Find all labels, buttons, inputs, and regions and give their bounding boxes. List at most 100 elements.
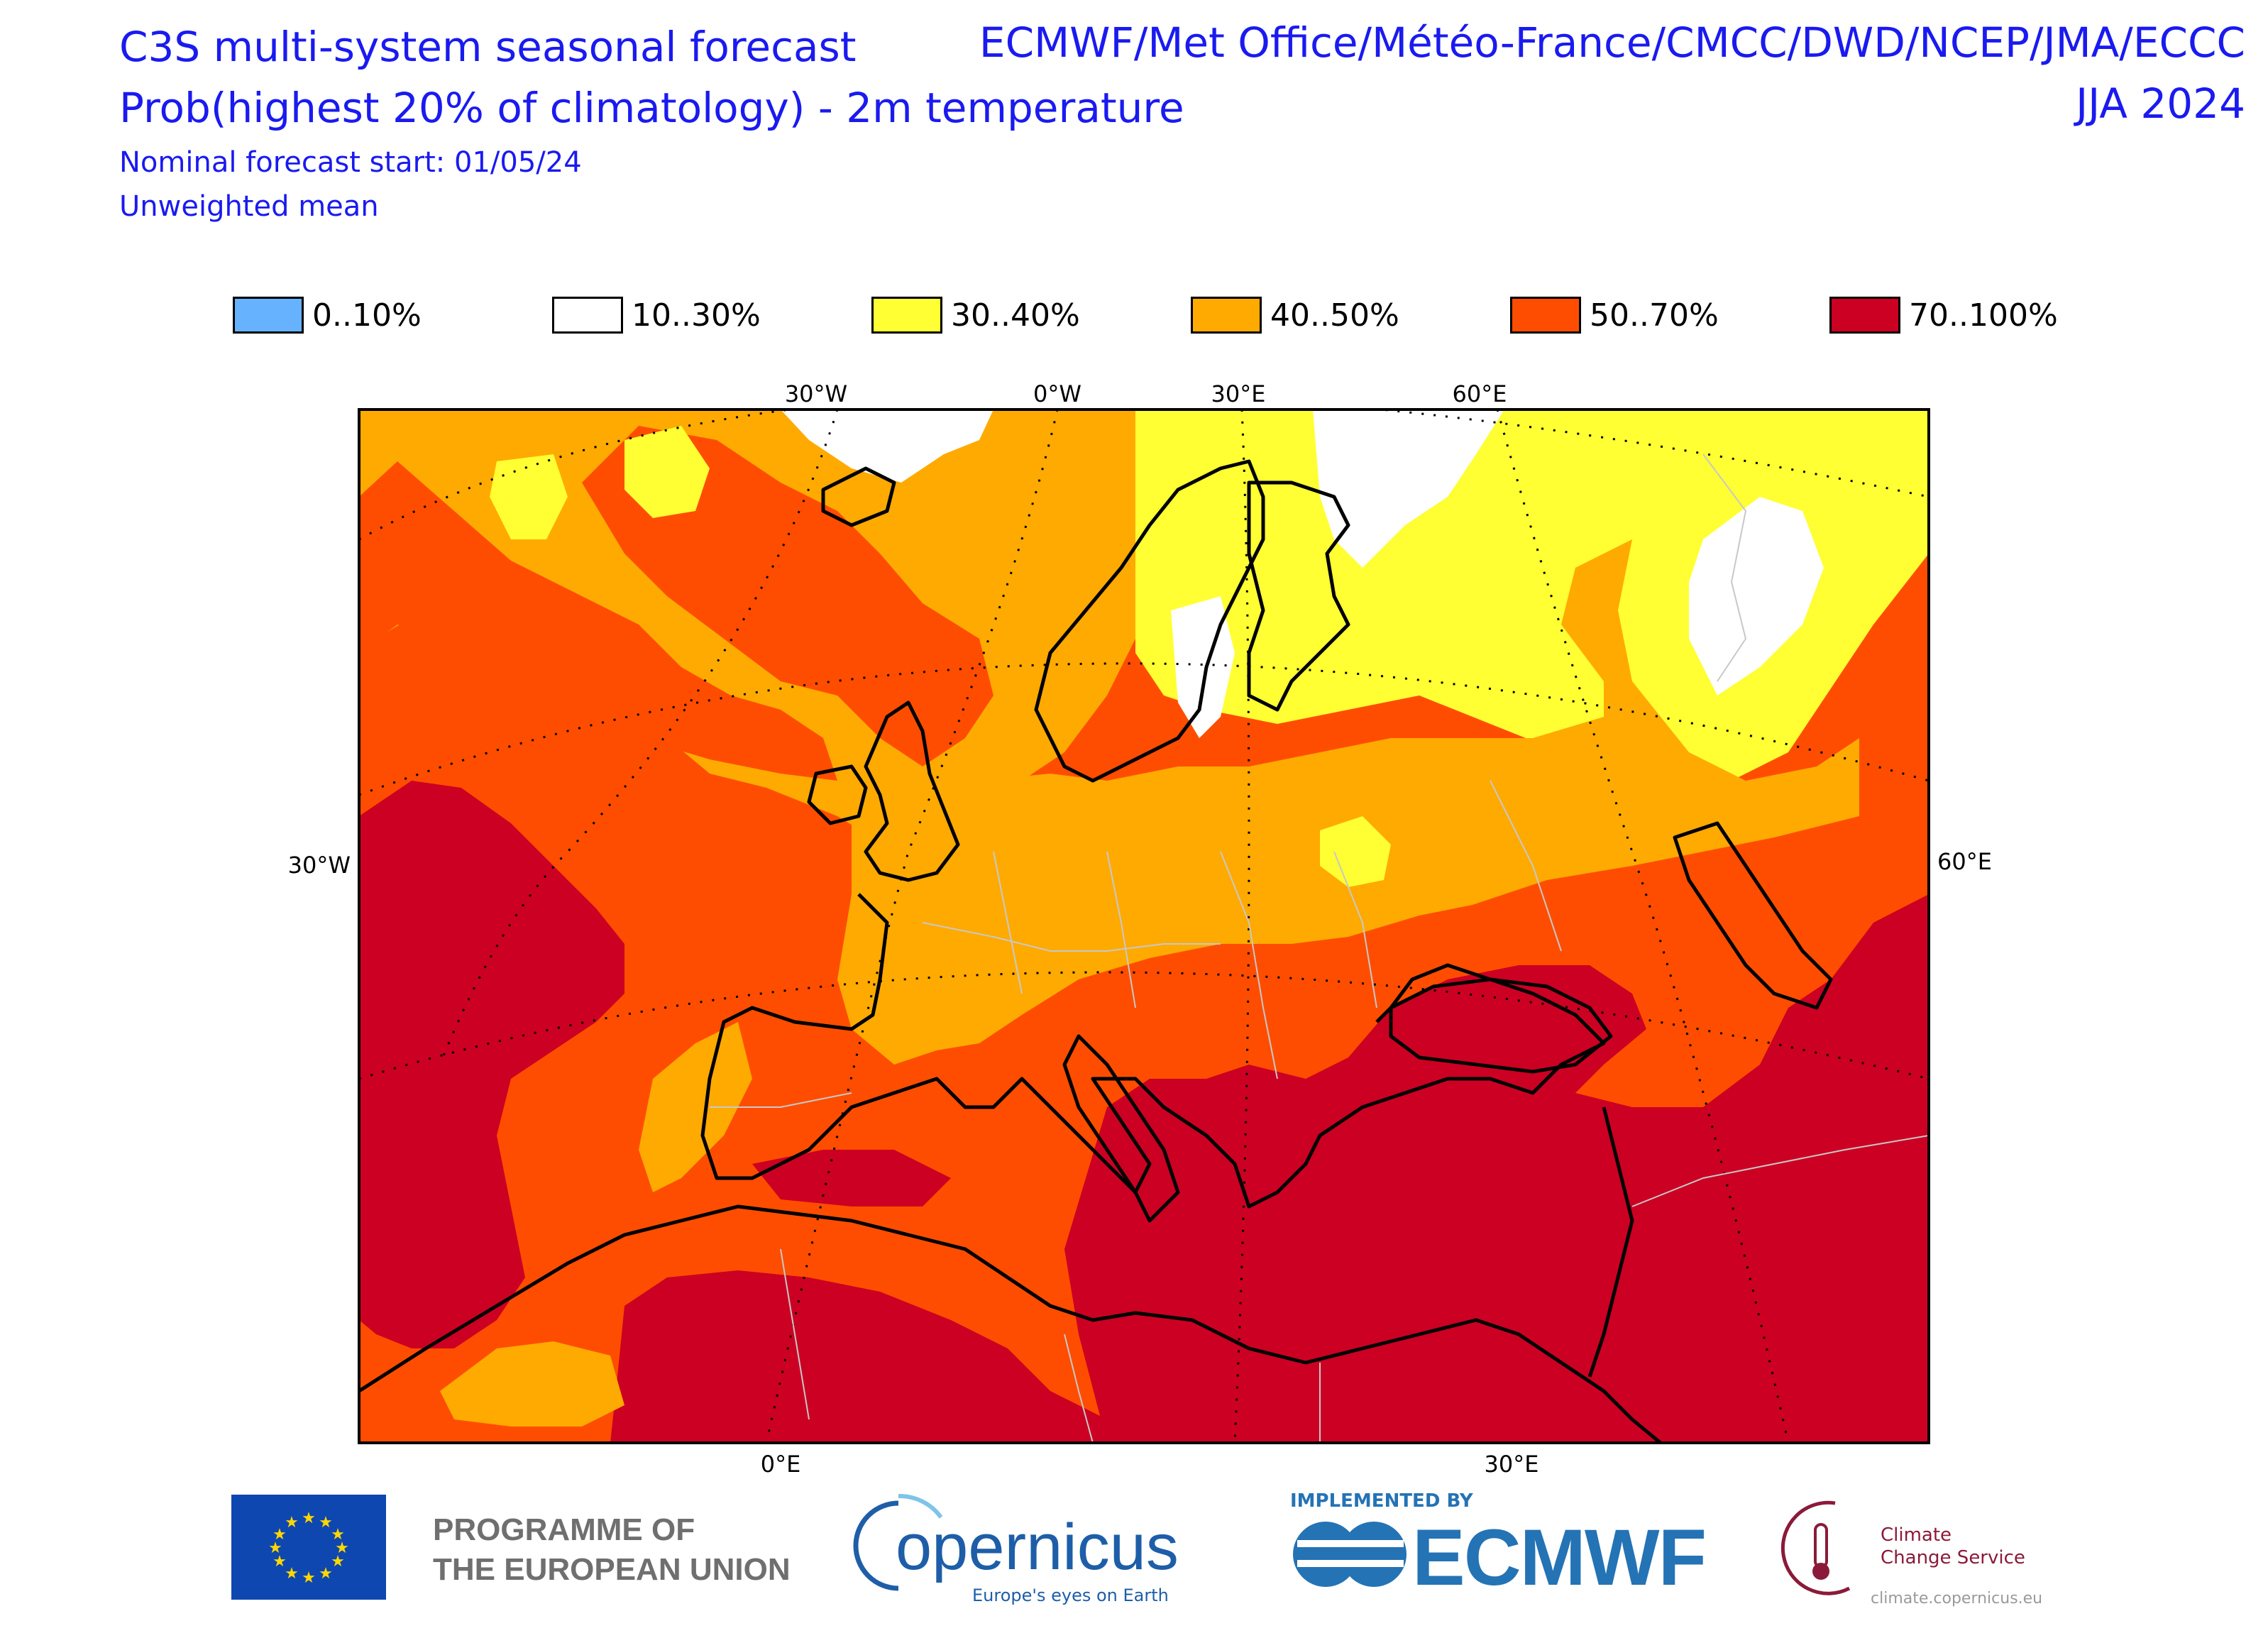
field-70-100-azores — [359, 781, 624, 1348]
copernicus-logo — [853, 1493, 943, 1591]
svg-text:★: ★ — [302, 1510, 316, 1527]
right-label: 60°E — [1937, 848, 1992, 875]
svg-text:★: ★ — [319, 1565, 333, 1583]
coast-continental-europe — [700, 893, 1606, 1209]
c3s-line-2: Change Service — [1881, 1547, 2025, 1568]
legend-item: 50..70% — [1510, 294, 1719, 336]
field-40-50-central-europe — [837, 539, 1859, 1065]
implemented-by-label: IMPLEMENTED BY — [1290, 1490, 1473, 1512]
field-70-100-north-africa — [610, 1270, 1164, 1443]
coast-levant — [1587, 1106, 1634, 1378]
chart-subtitle: Prob(highest 20% of climatology) - 2m te… — [119, 84, 1184, 132]
legend-label: 10..30% — [632, 297, 761, 334]
eu-programme-text: PROGRAMME OF THE EUROPEAN UNION — [433, 1510, 791, 1638]
border-line — [993, 851, 1023, 994]
svg-text:★: ★ — [331, 1526, 345, 1544]
ecmwf-wordmark: ECMWF — [1412, 1513, 1707, 1602]
country-borders — [710, 454, 1929, 1443]
svg-text:★: ★ — [273, 1553, 287, 1571]
top-label: 0°W — [1033, 380, 1081, 407]
svg-text:★: ★ — [331, 1553, 345, 1571]
parallel-north — [359, 410, 1929, 541]
coast-black-sea — [1389, 977, 1613, 1074]
legend-item: 40..50% — [1191, 294, 1399, 336]
legend-swatch — [1510, 297, 1581, 334]
legend-label: 0..10% — [312, 297, 422, 334]
legend: 0..10% 10..30% 30..40% 40..50% 50..70% 7… — [0, 294, 2268, 336]
legend-item: 30..40% — [871, 294, 1080, 336]
coast-caspian — [1673, 821, 1833, 1010]
season-label: JJA 2024 — [2076, 79, 2245, 128]
field-10-30-urals-white — [1689, 497, 1824, 696]
c3s-logo-icon — [1780, 1500, 1851, 1595]
probability-field — [359, 410, 1929, 1443]
svg-text:★: ★ — [319, 1514, 333, 1532]
map-frame — [358, 408, 1930, 1444]
border-line — [1702, 454, 1747, 682]
eu-flag-logo: ★ ★ ★ ★ ★ ★ ★ ★ ★ ★ ★ ★ — [231, 1495, 386, 1600]
border-line — [1220, 851, 1278, 1079]
coast-iceland — [821, 466, 896, 527]
border-line — [780, 1248, 810, 1420]
border-line — [1631, 1135, 1929, 1207]
top-label: 60°E — [1453, 380, 1507, 407]
coast-britain — [864, 700, 960, 882]
left-label: 30°W — [288, 852, 351, 879]
legend-swatch — [871, 297, 942, 334]
ecmwf-symbol — [1293, 1522, 1407, 1587]
svg-text:★: ★ — [285, 1514, 299, 1532]
eu-line-1: PROGRAMME OF — [433, 1512, 695, 1547]
axis-labels: 30°W 0°W 30°E 60°E 30°W 60°E 0°E 30°E — [288, 380, 1992, 1478]
legend-swatch — [552, 297, 623, 334]
field-30-40-russia-patch — [1320, 816, 1391, 887]
field-30-40-iceland-patch — [490, 454, 568, 539]
forecast-start: Nominal forecast start: 01/05/24 — [119, 146, 582, 179]
svg-text:★: ★ — [268, 1539, 282, 1557]
svg-text:★: ★ — [335, 1539, 349, 1557]
border-line — [1106, 851, 1136, 1008]
systems-list: ECMWF/Met Office/Météo-France/CMCC/DWD/N… — [979, 18, 2245, 67]
legend-swatch — [1191, 297, 1262, 334]
coast-italy — [1062, 1034, 1180, 1223]
legend-swatch — [1829, 297, 1900, 334]
mean-type: Unweighted mean — [119, 190, 379, 223]
field-40-50-norwegian-sea — [993, 410, 1164, 781]
field-10-30-arctic-white — [1313, 410, 1504, 568]
top-label: 30°E — [1211, 380, 1266, 407]
meridian-0 — [765, 410, 1059, 1443]
field-30-40-mid-atlantic-patch — [624, 426, 710, 518]
coast-finland-kola — [1247, 480, 1350, 712]
svg-text:★: ★ — [273, 1526, 287, 1544]
eu-line-2: THE EUROPEAN UNION — [433, 1552, 791, 1587]
legend-label: 40..50% — [1270, 297, 1399, 334]
field-40-50-sahara — [440, 1341, 624, 1427]
top-label: 30°W — [785, 380, 847, 407]
legend-item: 10..30% — [552, 294, 761, 336]
legend-label: 30..40% — [951, 297, 1080, 334]
field-70-100-western-med — [752, 1150, 951, 1206]
border-line — [1064, 1334, 1094, 1443]
border-line — [1490, 780, 1562, 952]
legend-label: 50..70% — [1590, 297, 1719, 334]
svg-text:★: ★ — [285, 1565, 299, 1583]
field-70-100-east-med — [1064, 894, 1929, 1443]
chart-title: C3S multi-system seasonal forecast — [119, 23, 857, 71]
graticule — [359, 410, 1929, 1443]
field-10-30-greenland-sea — [781, 410, 993, 483]
legend-item: 70..100% — [1829, 294, 2058, 336]
copernicus-tagline: Europe's eyes on Earth — [972, 1585, 1169, 1605]
coastlines — [359, 459, 1833, 1443]
coast-ireland — [807, 764, 868, 825]
c3s-line-1: Climate — [1881, 1524, 1952, 1546]
bottom-label: 30°E — [1485, 1451, 1539, 1478]
copernicus-wordmark: opernicus — [896, 1511, 1179, 1583]
bottom-label: 0°E — [761, 1451, 801, 1478]
border-line — [1333, 851, 1377, 1008]
legend-label: 70..100% — [1909, 297, 2058, 334]
legend-item: 0..10% — [233, 294, 422, 336]
legend-swatch — [233, 297, 304, 334]
border-line — [922, 922, 1221, 952]
coast-north-africa — [359, 1204, 1662, 1443]
c3s-url: climate.copernicus.eu — [1871, 1590, 2043, 1607]
